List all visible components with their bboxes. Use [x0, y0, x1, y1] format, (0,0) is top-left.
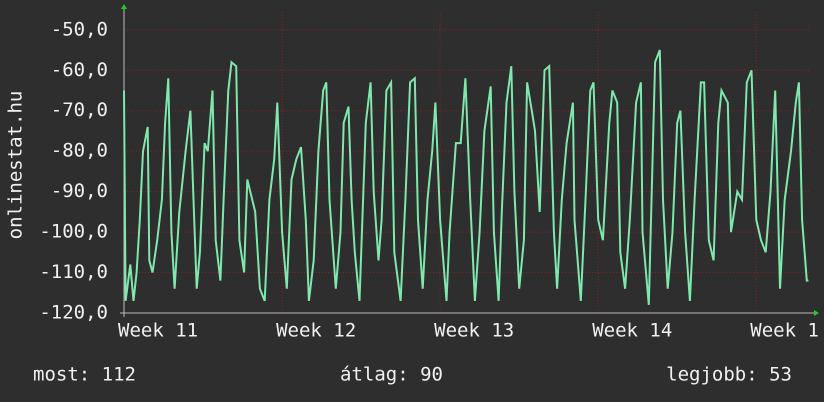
data-line — [123, 49, 809, 305]
x-tick-label: Week 1 — [750, 320, 819, 342]
y-tick-label: -70,0 — [51, 99, 108, 121]
y-tick-label: -80,0 — [51, 140, 108, 162]
footer-stat: most: 112 — [33, 364, 136, 386]
x-tick-label: Week 14 — [592, 320, 672, 342]
footer-stat: átlag: 90 — [340, 364, 443, 386]
y-tick-label: -100,0 — [39, 221, 108, 243]
x-tick-label: Week 13 — [434, 320, 514, 342]
x-tick-label: Week 12 — [276, 320, 356, 342]
footer-stat: legjobb: 53 — [666, 364, 792, 386]
y-axis-title: onlinestat.hu — [5, 91, 27, 240]
axis-arrow — [121, 4, 127, 9]
x-tick-label: Week 11 — [118, 320, 198, 342]
y-tick-label: -50,0 — [51, 18, 108, 40]
y-tick-label: -90,0 — [51, 180, 108, 202]
axis-arrow — [814, 310, 819, 316]
y-tick-label: -120,0 — [39, 302, 108, 324]
y-tick-label: -110,0 — [39, 261, 108, 283]
y-tick-label: -60,0 — [51, 59, 108, 81]
